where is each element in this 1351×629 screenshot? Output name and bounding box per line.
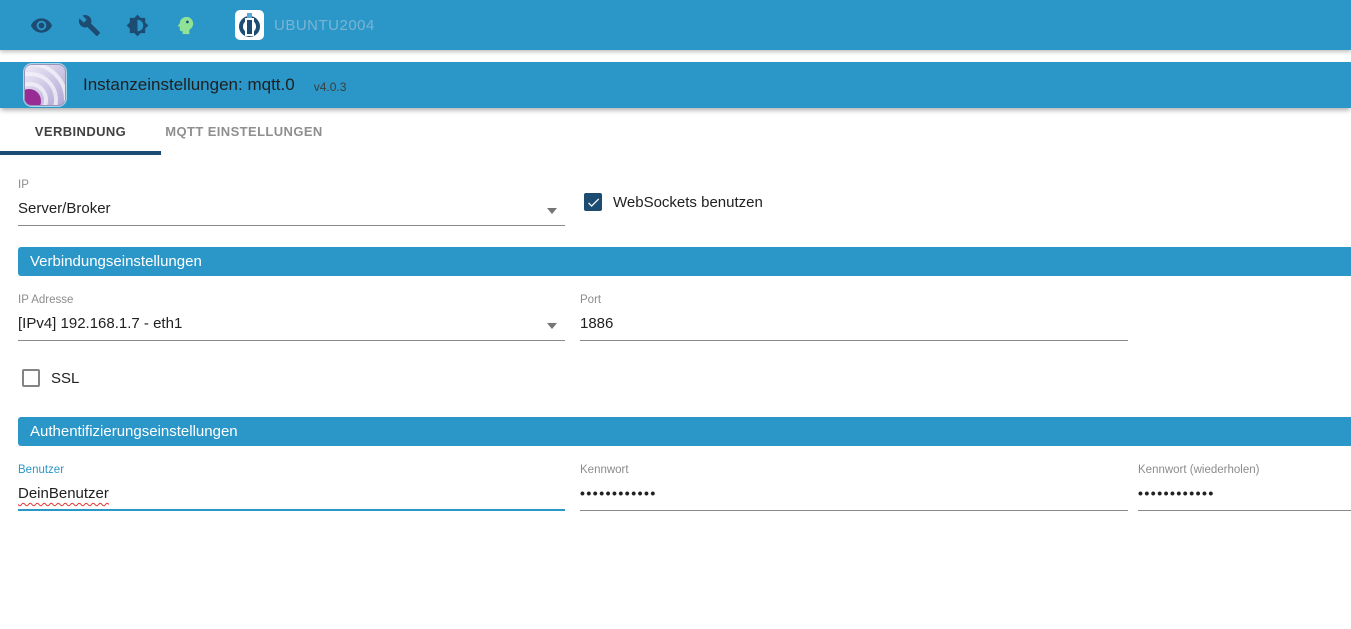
iobroker-logo-bar (247, 20, 252, 34)
wrench-icon-glyph (78, 14, 100, 36)
dropdown-arrow-icon (547, 323, 557, 329)
user-label: Benutzer (18, 464, 65, 476)
ssl-checkbox[interactable]: SSL (22, 369, 1351, 387)
adapter-version: v4.0.3 (313, 80, 347, 94)
mqtt-adapter-icon-glyph (24, 64, 66, 106)
check-icon (587, 198, 599, 207)
password-repeat-label: Kennwort (wiederholen) (1138, 464, 1260, 476)
page-title: Instanzeinstellungen: mqtt.0 (83, 75, 295, 94)
password-label: Kennwort (580, 464, 629, 476)
password-repeat-field: Kennwort (wiederholen) •••••••••••• (1138, 464, 1351, 511)
port-value: 1886 (580, 315, 614, 332)
connection-settings-panel: IP Server/Broker WebSockets benutzen Ver… (0, 179, 1351, 511)
app-toolbar: UBUNTU2004 (0, 0, 1351, 50)
port-field: Port 1886 (580, 294, 1128, 341)
ip-address-select[interactable]: [IPv4] 192.168.1.7 - eth1 (18, 310, 565, 341)
section-header-auth: Authentifizierungseinstellungen (18, 417, 1351, 446)
instance-settings-titlebar: Instanzeinstellungen: mqtt.0 v4.0.3 (0, 62, 1351, 108)
ip-address-label: IP Adresse (18, 294, 74, 306)
ip-address-field: IP Adresse [IPv4] 192.168.1.7 - eth1 (18, 294, 565, 341)
ip-type-label: IP (18, 179, 29, 191)
active-tab-indicator (0, 151, 161, 155)
checkbox-unchecked-icon (22, 369, 40, 387)
user-value: DeinBenutzer (18, 485, 109, 502)
ip-type-select[interactable]: Server/Broker (18, 195, 565, 226)
iobroker-logo-dot (247, 13, 252, 18)
port-label: Port (580, 294, 602, 306)
expert-head-icon-glyph (177, 16, 193, 34)
mqtt-adapter-icon (24, 64, 66, 106)
ip-type-value: Server/Broker (18, 200, 111, 217)
user-field: Benutzer DeinBenutzer (18, 464, 565, 511)
settings-tab-bar: VERBINDUNG MQTT EINSTELLUNGEN (0, 108, 1351, 155)
dropdown-arrow-icon (547, 208, 557, 214)
iobroker-logo (235, 10, 264, 40)
user-input[interactable]: DeinBenutzer (18, 480, 565, 511)
eye-icon[interactable] (29, 13, 53, 37)
brightness-icon-glyph (126, 14, 148, 36)
port-input[interactable]: 1886 (580, 310, 1128, 341)
expert-head-icon[interactable] (173, 13, 197, 37)
password-field: Kennwort •••••••••••• (580, 464, 1128, 511)
section-header-connection: Verbindungseinstellungen (18, 247, 1351, 276)
ip-type-field: IP Server/Broker (18, 179, 565, 226)
password-repeat-input[interactable]: •••••••••••• (1138, 480, 1351, 511)
password-input[interactable]: •••••••••••• (580, 480, 1128, 511)
websockets-checkbox-label: WebSockets benutzen (613, 193, 763, 211)
checkbox-checked-icon (584, 193, 602, 211)
password-repeat-value: •••••••••••• (1138, 485, 1215, 501)
tab-mqtt-einstellungen[interactable]: MQTT EINSTELLUNGEN (165, 124, 323, 139)
tab-verbindung[interactable]: VERBINDUNG (34, 124, 127, 139)
websockets-checkbox[interactable]: WebSockets benutzen (584, 179, 763, 211)
ssl-checkbox-label: SSL (51, 369, 80, 387)
brightness-icon[interactable] (125, 13, 149, 37)
wrench-icon[interactable] (77, 13, 101, 37)
hostname-label: UBUNTU2004 (274, 16, 375, 34)
iobroker-logo-ring (239, 16, 260, 37)
password-value: •••••••••••• (580, 485, 657, 501)
ip-address-value: [IPv4] 192.168.1.7 - eth1 (18, 315, 183, 332)
eye-icon-glyph (30, 17, 52, 33)
